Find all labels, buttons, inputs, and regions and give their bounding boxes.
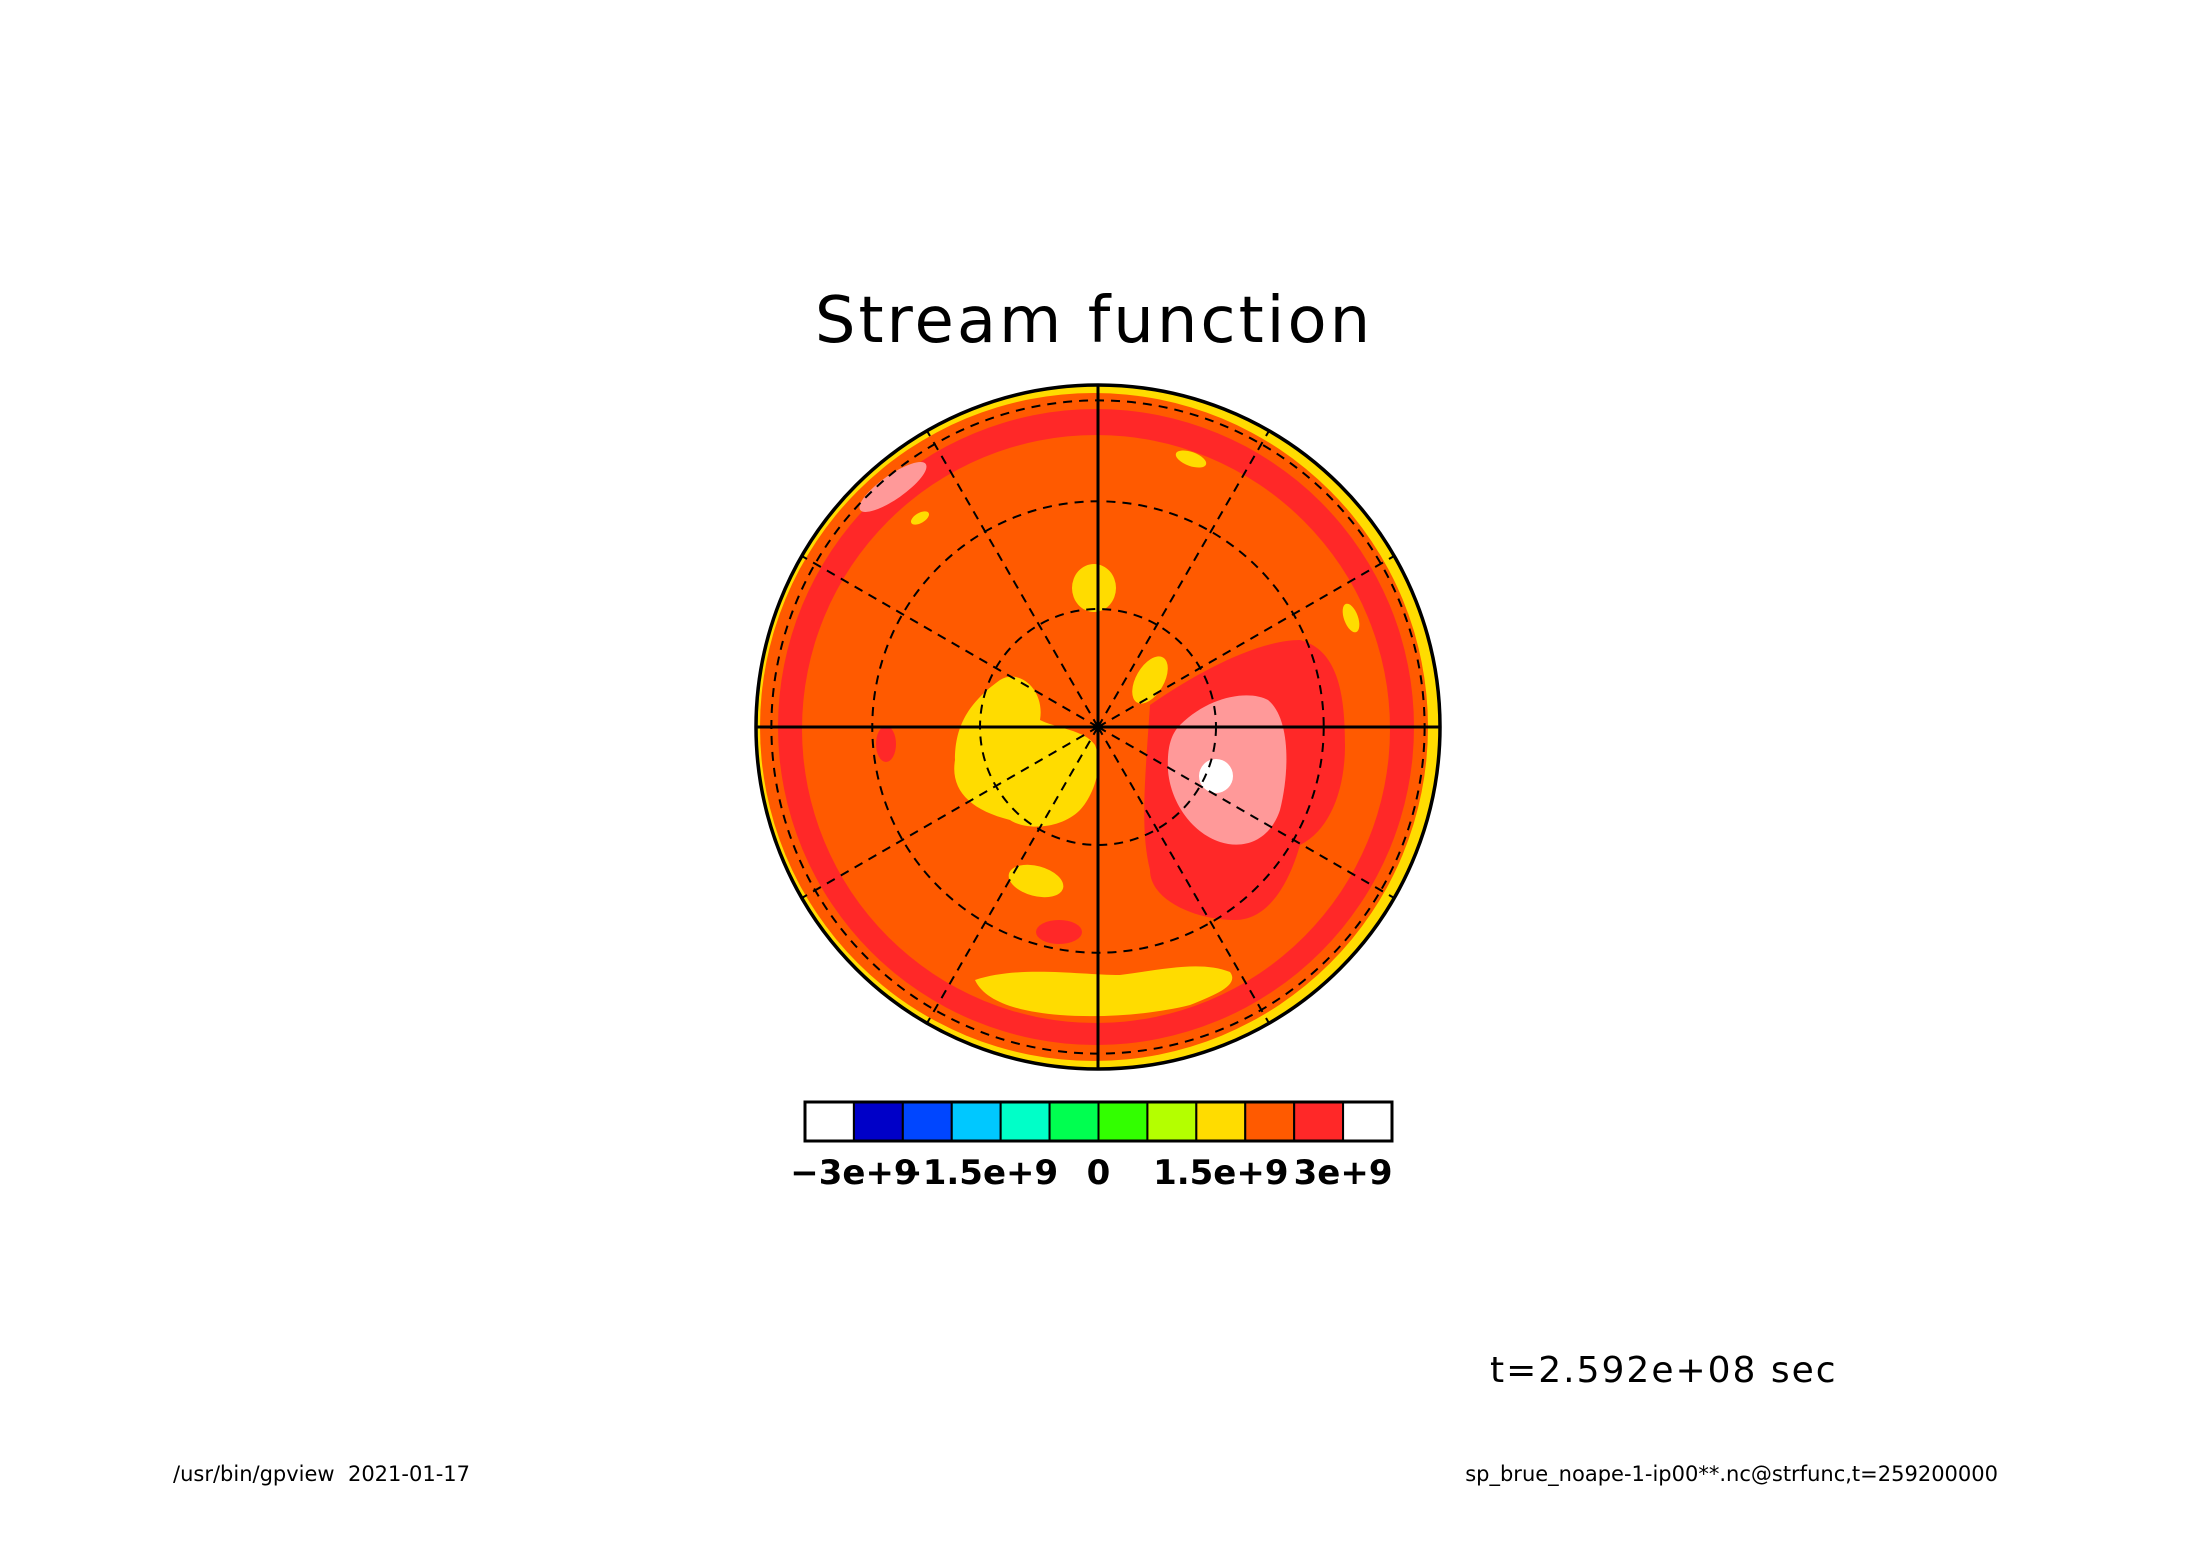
colorbar-box [999,1101,1051,1142]
colorbar-box [1244,1101,1296,1142]
colorbar-box [1097,1101,1149,1142]
colorbar-box [852,1101,904,1142]
plot-title: Stream function [814,284,1374,358]
fill-high-spot [1036,920,1082,944]
colorbar-box [804,1101,855,1142]
colorbar-tick-label: 1.5e+9 [1153,1153,1288,1193]
fill-highlight-nw [859,462,927,512]
meridian-line [1097,726,1395,899]
colorbar-frame [803,1100,1394,1143]
map-boundary [754,383,1442,1071]
colorbar-tick-label: 0 [1087,1153,1111,1193]
meridian-line [801,726,1099,899]
meridian-line [926,726,1099,1024]
colorbar-box [950,1101,1002,1142]
colorbar-box [1146,1101,1198,1142]
fill-low-spot [1072,564,1116,612]
colorbar-box [1293,1101,1345,1142]
colorbar-tick-label: 3e+9 [1294,1153,1393,1193]
fill-high-spot [876,726,896,762]
colorbar-box [1342,1101,1394,1142]
footer-program-date: /usr/bin/gpview 2021-01-17 [173,1462,470,1486]
meridian-line [1097,555,1395,728]
meridian-line [1097,726,1270,1024]
colorbar-tick-label: −3e+9 [790,1153,917,1193]
fill-low-spot [910,511,930,525]
colorbar-box [1195,1101,1247,1142]
colorbar-tick-label: −1.5e+9 [894,1153,1058,1193]
colorbar-box [901,1101,953,1142]
meridian-line [1097,430,1270,728]
fill-low-band-south [975,966,1233,1017]
meridian-line [926,430,1099,728]
fill-low-spot [1342,603,1360,633]
colorbar-box [1048,1101,1100,1142]
time-label: t=2.592e+08 sec [1490,1350,1838,1391]
lat-lon-grid [754,383,1442,1071]
fill-high-center [1199,759,1233,793]
fill-low-spot [1008,864,1064,898]
fill-low-spot [1175,450,1207,468]
footer-source-file: sp_brue_noape-1-ip00**.nc@strfunc,t=2592… [1465,1462,1998,1486]
meridian-line [801,555,1099,728]
